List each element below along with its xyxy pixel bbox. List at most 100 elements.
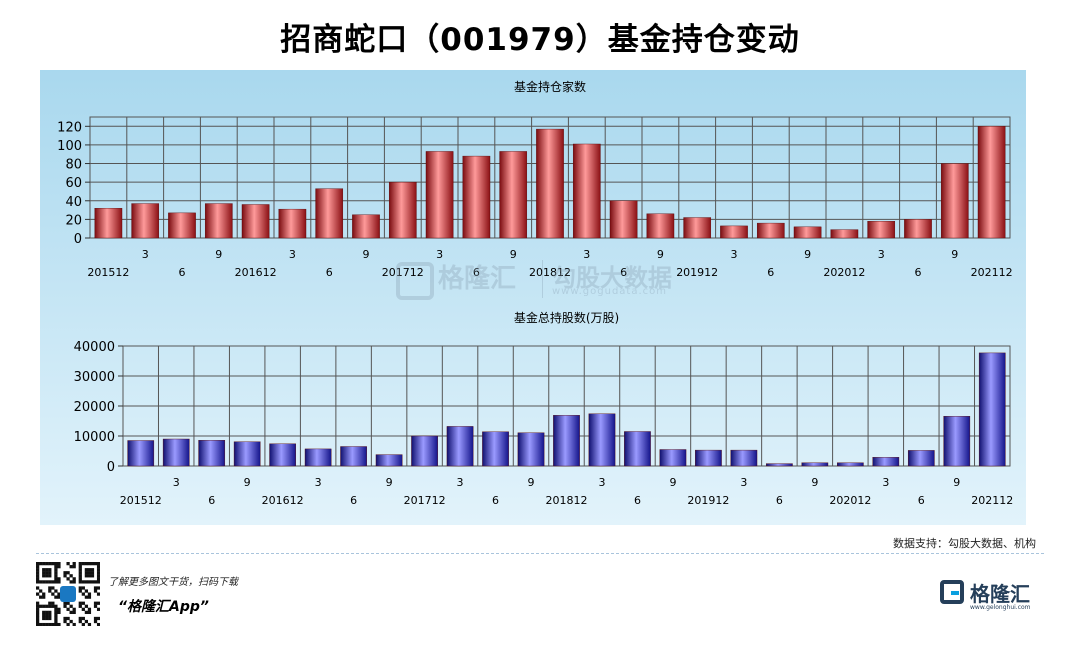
qr-module xyxy=(87,607,92,611)
x-tick-label-year: 202012 xyxy=(829,494,871,507)
qr-module xyxy=(57,607,61,611)
x-tick-label-year: 202112 xyxy=(971,494,1013,507)
qr-module xyxy=(72,562,76,566)
qr-module xyxy=(54,604,58,608)
qr-module xyxy=(54,595,58,599)
qr-module xyxy=(69,574,73,578)
qr-module xyxy=(39,604,43,608)
qr-module xyxy=(45,571,49,575)
watermark-gogu: 勾股大数据 xyxy=(552,264,672,292)
qr-module xyxy=(54,607,58,611)
qr-module xyxy=(54,562,58,566)
bar xyxy=(446,426,474,467)
qr-module xyxy=(48,574,52,578)
qr-module xyxy=(72,565,76,569)
qr-module xyxy=(48,616,52,621)
source-note: 数据支持：勾股大数据、机构 xyxy=(893,537,1036,550)
qr-module xyxy=(42,580,46,584)
bar xyxy=(233,441,261,467)
qr-module xyxy=(36,622,40,626)
qr-module xyxy=(78,604,82,608)
qr-center-logo xyxy=(60,586,76,602)
bar xyxy=(756,222,785,239)
qr-module xyxy=(78,577,82,581)
qr-module xyxy=(69,610,73,615)
x-tick-label-month: 6 xyxy=(634,494,641,507)
chart-fund-holders: 基金持仓家数0204060801001202015123692016123692… xyxy=(57,79,1012,279)
qr-module xyxy=(48,601,52,605)
qr-module xyxy=(63,574,67,578)
bar xyxy=(940,163,969,239)
qr-module xyxy=(57,592,61,596)
x-tick-label-month: 3 xyxy=(142,248,149,261)
bar xyxy=(609,200,638,239)
x-tick-label-month: 6 xyxy=(767,266,774,279)
qr-module xyxy=(45,580,49,584)
qr-module xyxy=(36,592,40,596)
qr-module xyxy=(45,568,49,572)
qr-module xyxy=(42,616,46,621)
qr-module xyxy=(36,601,40,605)
qr-module xyxy=(72,607,76,611)
x-tick-label-month: 3 xyxy=(740,476,747,489)
bar xyxy=(904,219,932,239)
y-tick-label: 100 xyxy=(57,139,82,154)
qr-module xyxy=(96,607,100,611)
qr-module xyxy=(36,619,40,624)
qr-module xyxy=(96,571,100,575)
y-tick-label: 0 xyxy=(74,232,82,247)
y-tick-label: 20 xyxy=(65,213,82,228)
qr-module xyxy=(45,604,49,608)
qr-module xyxy=(54,619,58,624)
x-tick-label-month: 9 xyxy=(386,476,393,489)
x-tick-label-month: 6 xyxy=(915,266,922,279)
qr-module xyxy=(96,586,100,590)
y-tick-label: 60 xyxy=(65,176,82,191)
watermark: 格隆汇 勾股大数据 www.gogudata.com xyxy=(392,258,692,303)
qr-module xyxy=(96,568,100,572)
x-tick-label-month: 6 xyxy=(208,494,215,507)
qr-module xyxy=(66,562,70,566)
x-tick-label-month: 6 xyxy=(350,494,357,507)
qr-module xyxy=(87,562,92,566)
bar xyxy=(872,457,900,467)
qr-module xyxy=(96,577,100,581)
x-tick-label-month: 3 xyxy=(878,248,885,261)
x-tick-label-year: 201612 xyxy=(262,494,304,507)
qr-module xyxy=(36,568,40,572)
qr-module xyxy=(78,565,82,569)
bar xyxy=(94,208,123,239)
qr-module xyxy=(84,619,89,624)
qr-module xyxy=(69,619,73,624)
qr-module xyxy=(36,607,40,611)
qr-module xyxy=(57,577,61,581)
x-tick-label-year: 201912 xyxy=(687,494,729,507)
y-tick-label: 10000 xyxy=(74,430,115,445)
qr-module xyxy=(42,613,46,618)
qr-module xyxy=(36,586,40,590)
bar xyxy=(553,415,580,467)
bar xyxy=(411,435,438,467)
qr-module xyxy=(87,610,92,615)
bar xyxy=(375,454,403,467)
x-tick-label-year: 201712 xyxy=(382,266,424,279)
bar xyxy=(131,203,160,239)
bar xyxy=(278,208,307,239)
bar xyxy=(659,449,687,467)
bar xyxy=(204,203,233,239)
qr-module xyxy=(36,574,40,578)
x-tick-label-month: 9 xyxy=(657,248,664,261)
qr-module xyxy=(36,613,40,618)
qr-module xyxy=(48,589,52,593)
qr-module xyxy=(48,604,52,608)
bar xyxy=(572,143,601,239)
bar xyxy=(127,440,155,467)
qr-module xyxy=(66,616,70,621)
qr-module xyxy=(48,562,52,566)
qr-module xyxy=(90,571,95,575)
watermark-logo-icon xyxy=(396,262,434,300)
qr-module xyxy=(90,580,95,584)
qr-module xyxy=(54,571,58,575)
bar xyxy=(624,431,651,467)
qr-code-icon[interactable] xyxy=(36,562,100,626)
